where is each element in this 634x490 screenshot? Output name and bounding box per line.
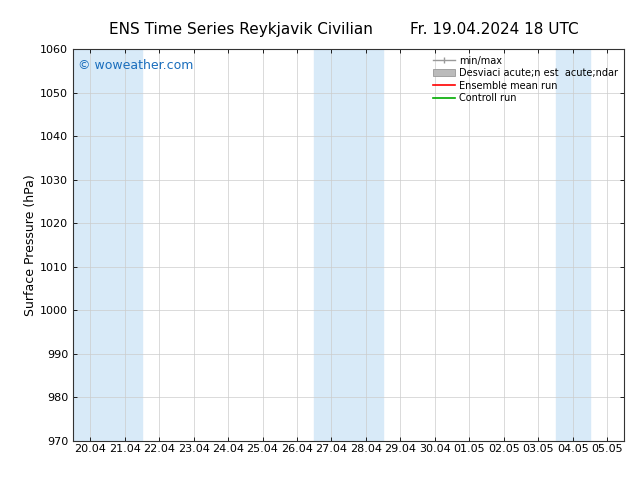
Y-axis label: Surface Pressure (hPa): Surface Pressure (hPa) [24,174,37,316]
Bar [314,49,349,441]
Bar [555,49,590,441]
Bar [107,49,142,441]
Bar [73,49,107,441]
Text: Fr. 19.04.2024 18 UTC: Fr. 19.04.2024 18 UTC [410,22,579,37]
Bar [349,49,383,441]
Legend: min/max, Desviaci acute;n est  acute;ndar, Ensemble mean run, Controll run: min/max, Desviaci acute;n est acute;ndar… [432,54,619,105]
Text: © woweather.com: © woweather.com [79,59,194,72]
Text: ENS Time Series Reykjavik Civilian: ENS Time Series Reykjavik Civilian [109,22,373,37]
